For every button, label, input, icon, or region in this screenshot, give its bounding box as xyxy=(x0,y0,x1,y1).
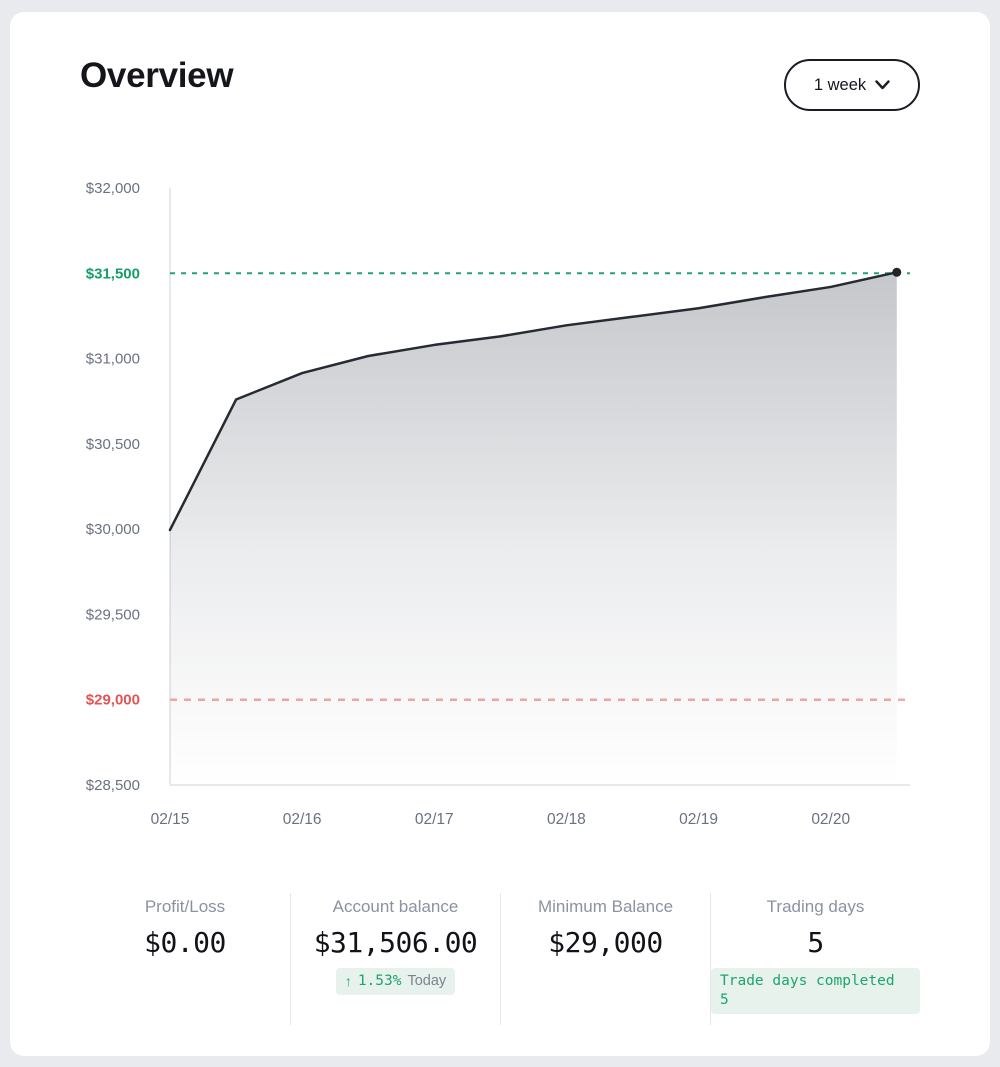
y-axis-tick-label: $29,500 xyxy=(86,606,140,623)
balance-area-fill xyxy=(170,272,897,785)
y-axis-tick-label: $32,000 xyxy=(86,180,140,197)
y-axis-tick-label: $30,500 xyxy=(86,436,140,453)
trade-days-completed-badge: Trade days completed 5 xyxy=(711,968,920,1014)
stat-value: 5 xyxy=(807,926,824,959)
stat-profit-loss: Profit/Loss $0.00 xyxy=(80,893,290,1025)
x-axis-tick-label: 02/19 xyxy=(679,811,718,828)
overview-card: Overview 1 week $32,000 $31,500 $31,000 $30… xyxy=(10,12,990,1056)
balance-chart: $32,000 $31,500 $31,000 $30,500 $30,000 $29,5… xyxy=(10,150,990,850)
stat-minimum-balance: Minimum Balance $29,000 xyxy=(500,893,710,1025)
page-title: Overview xyxy=(80,56,234,95)
x-axis-tick-label: 02/18 xyxy=(547,811,586,828)
stat-label: Trading days xyxy=(766,897,865,916)
chevron-down-icon xyxy=(875,80,890,90)
stat-label: Minimum Balance xyxy=(537,897,674,916)
time-range-dropdown[interactable]: 1 week xyxy=(784,59,920,111)
y-axis-tick-label: $28,500 xyxy=(86,777,140,794)
stat-value: $29,000 xyxy=(548,926,663,959)
y-axis-tick-label: $29,000 xyxy=(86,692,140,709)
y-axis-tick-label: $30,000 xyxy=(86,521,140,538)
daily-change-suffix: Today xyxy=(407,973,447,989)
arrow-up-icon: ↑ xyxy=(344,973,352,989)
balance-line xyxy=(168,271,899,532)
y-axis-tick-label: $31,500 xyxy=(86,265,140,282)
stat-label: Profit/Loss xyxy=(144,897,226,916)
stat-account-balance: Account balance $31,506.00 ↑ 1.53% Today xyxy=(290,893,500,1025)
stat-value: $31,506.00 xyxy=(313,926,478,959)
stats-row: Profit/Loss $0.00 Account balance $31,50… xyxy=(80,893,920,1025)
time-range-label: 1 week xyxy=(813,75,867,94)
x-axis-tick-label: 02/16 xyxy=(283,811,322,828)
x-axis-tick-label: 02/17 xyxy=(415,811,454,828)
balance-area-chart: $32,000 $31,500 $31,000 $30,500 $30,000 $29,5… xyxy=(86,180,910,828)
daily-change-badge: ↑ 1.53% Today xyxy=(335,968,456,995)
x-axis-tick-label: 02/20 xyxy=(811,811,850,828)
x-axis-tick-label: 02/15 xyxy=(151,811,190,828)
daily-change-percent: 1.53% xyxy=(357,973,402,989)
y-axis-tick-label: $31,000 xyxy=(86,351,140,368)
stat-trading-days: Trading days 5 Trade days completed 5 xyxy=(710,893,920,1025)
stat-value: $0.00 xyxy=(144,926,226,959)
latest-balance-dot xyxy=(892,267,902,277)
stat-label: Account balance xyxy=(332,897,459,916)
